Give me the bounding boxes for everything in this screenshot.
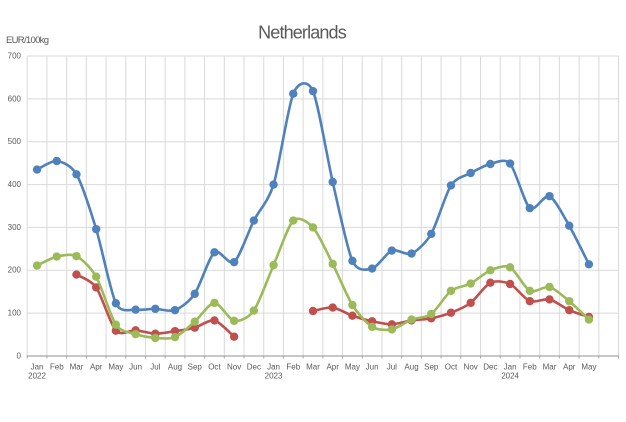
svg-text:Apr: Apr [326,363,339,372]
svg-text:300: 300 [8,223,22,232]
svg-text:2024: 2024 [501,372,519,381]
svg-text:0: 0 [17,351,22,360]
svg-text:Feb: Feb [50,363,64,372]
svg-text:Jul: Jul [387,363,397,372]
svg-text:600: 600 [8,94,22,103]
svg-text:Mar: Mar [306,363,320,372]
svg-text:Jan: Jan [267,363,280,372]
svg-text:Aug: Aug [168,363,182,372]
svg-text:May: May [581,363,596,372]
svg-text:Jul: Jul [150,363,160,372]
svg-text:Jun: Jun [366,363,379,372]
svg-text:Jun: Jun [129,363,142,372]
svg-text:Mar: Mar [543,363,557,372]
svg-text:Oct: Oct [208,363,221,372]
svg-text:200: 200 [8,266,22,275]
svg-text:Dec: Dec [483,363,497,372]
svg-text:Nov: Nov [464,363,478,372]
svg-text:Feb: Feb [523,363,537,372]
svg-text:May: May [108,363,123,372]
svg-text:Feb: Feb [286,363,300,372]
svg-text:Oct: Oct [445,363,458,372]
svg-text:Jan: Jan [31,363,44,372]
svg-text:Mar: Mar [70,363,84,372]
svg-text:Sep: Sep [188,363,203,372]
svg-text:Apr: Apr [563,363,576,372]
svg-text:400: 400 [8,180,22,189]
svg-text:EUR/100kg: EUR/100kg [6,35,49,46]
svg-text:Aug: Aug [404,363,418,372]
svg-text:Apr: Apr [90,363,103,372]
svg-text:May: May [345,363,360,372]
svg-text:Nov: Nov [227,363,241,372]
svg-text:2023: 2023 [265,372,283,381]
svg-text:2022: 2022 [28,372,46,381]
svg-text:Dec: Dec [247,363,261,372]
svg-text:500: 500 [8,137,22,146]
svg-text:100: 100 [8,309,22,318]
svg-text:Sep: Sep [424,363,439,372]
svg-text:700: 700 [8,51,22,60]
svg-text:Netherlands: Netherlands [258,23,347,43]
svg-text:Jan: Jan [504,363,517,372]
